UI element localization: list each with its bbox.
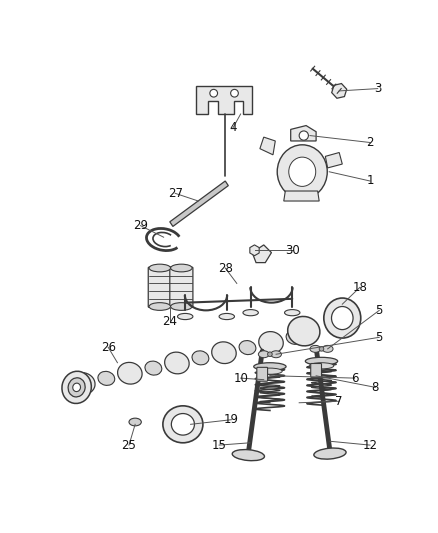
Ellipse shape — [98, 372, 115, 385]
Ellipse shape — [277, 145, 327, 199]
Ellipse shape — [129, 418, 141, 426]
FancyBboxPatch shape — [311, 364, 321, 377]
Ellipse shape — [165, 352, 189, 374]
Ellipse shape — [163, 406, 203, 443]
Ellipse shape — [314, 448, 346, 459]
Circle shape — [319, 346, 324, 351]
Text: 30: 30 — [286, 244, 300, 257]
Ellipse shape — [170, 264, 192, 272]
Ellipse shape — [288, 317, 320, 346]
Polygon shape — [291, 126, 316, 141]
Ellipse shape — [258, 351, 269, 358]
Polygon shape — [170, 181, 228, 227]
Polygon shape — [260, 137, 276, 155]
FancyBboxPatch shape — [257, 367, 268, 381]
Text: 7: 7 — [336, 395, 343, 408]
Ellipse shape — [258, 368, 282, 374]
Text: 4: 4 — [229, 122, 237, 134]
Ellipse shape — [170, 303, 192, 310]
Ellipse shape — [305, 357, 338, 365]
Ellipse shape — [332, 306, 353, 329]
Text: 1: 1 — [366, 174, 374, 188]
Polygon shape — [252, 245, 272, 263]
Ellipse shape — [243, 310, 258, 316]
Ellipse shape — [219, 313, 234, 320]
Ellipse shape — [68, 378, 85, 397]
Ellipse shape — [177, 313, 193, 320]
FancyBboxPatch shape — [170, 267, 193, 308]
Ellipse shape — [171, 414, 194, 435]
Text: 28: 28 — [218, 262, 233, 274]
Text: 19: 19 — [224, 413, 239, 426]
Ellipse shape — [239, 341, 256, 354]
Text: 3: 3 — [374, 82, 381, 95]
Ellipse shape — [285, 310, 300, 316]
Text: 15: 15 — [212, 439, 226, 451]
Polygon shape — [196, 85, 252, 114]
Ellipse shape — [322, 345, 333, 352]
FancyBboxPatch shape — [148, 267, 171, 308]
Ellipse shape — [192, 351, 209, 365]
Text: 24: 24 — [162, 316, 177, 328]
Text: 5: 5 — [375, 304, 383, 317]
Polygon shape — [325, 152, 342, 168]
Text: 25: 25 — [122, 439, 136, 451]
Ellipse shape — [286, 330, 303, 344]
Circle shape — [210, 90, 218, 97]
Ellipse shape — [254, 363, 286, 370]
Ellipse shape — [309, 363, 334, 369]
Text: 6: 6 — [351, 372, 358, 385]
Ellipse shape — [259, 332, 283, 353]
Ellipse shape — [232, 449, 265, 461]
Ellipse shape — [149, 303, 170, 310]
Text: 29: 29 — [133, 219, 148, 232]
Text: 8: 8 — [372, 381, 379, 394]
Text: 18: 18 — [353, 281, 367, 294]
Ellipse shape — [324, 298, 361, 338]
Circle shape — [299, 131, 308, 140]
Polygon shape — [284, 191, 319, 201]
Ellipse shape — [310, 345, 321, 352]
Ellipse shape — [117, 362, 142, 384]
Text: 5: 5 — [375, 331, 383, 344]
Text: 2: 2 — [366, 136, 374, 149]
Ellipse shape — [289, 157, 316, 187]
Circle shape — [231, 90, 238, 97]
Ellipse shape — [149, 264, 170, 272]
Circle shape — [268, 352, 272, 357]
Text: 27: 27 — [168, 187, 183, 200]
Text: 26: 26 — [101, 341, 116, 354]
Ellipse shape — [71, 373, 95, 394]
Ellipse shape — [271, 351, 282, 358]
Ellipse shape — [62, 372, 92, 403]
Ellipse shape — [145, 361, 162, 375]
Text: 12: 12 — [363, 439, 378, 451]
Ellipse shape — [73, 383, 81, 392]
Text: 10: 10 — [233, 372, 248, 385]
Ellipse shape — [212, 342, 236, 364]
